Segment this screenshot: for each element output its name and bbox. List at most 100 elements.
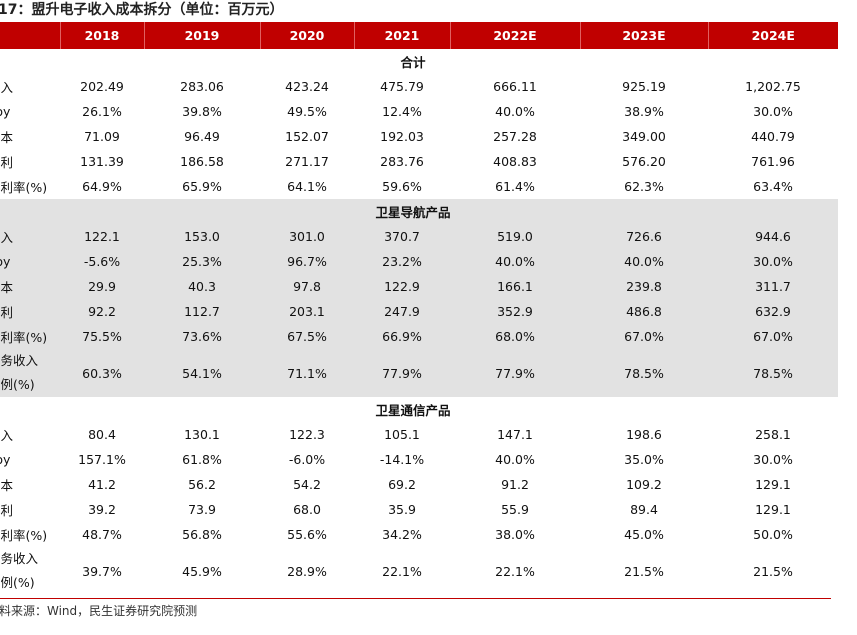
table-cell: 75.5% [60,324,144,349]
table-cell: 186.58 [180,154,224,169]
column-header: 2023E [580,22,709,49]
table-cell: 56.2 [188,477,216,492]
table-cell: 198.6 [626,427,662,442]
table-cell: 944.6 [708,224,838,249]
table-cell: 59.6% [382,179,422,194]
table-cell: 29.9 [60,274,144,299]
table-cell: 105.1 [384,427,420,442]
table-cell: 45.9% [182,563,222,579]
table-row: 毛利 131.39 186.58 271.17 283.76 408.83 576.20 76… [0,149,838,174]
table-row: 成本 71.09 96.49 152.07 192.03 257.28 349.00 440.… [0,124,838,149]
table-cell: 301.0 [260,224,354,249]
row-label: yoy [0,452,11,467]
table-cell: 153.0 [144,224,260,249]
table-cell: 34.2% [382,527,422,542]
table-cell: 166.1 [450,274,580,299]
table-cell: 239.8 [580,274,708,299]
table-cell: 73.9 [188,502,216,517]
row-label: 成本 [0,478,14,493]
table-cell: 61.4% [495,179,535,194]
table-cell: 89.4 [630,502,658,517]
table-cell: 65.9% [182,179,222,194]
row-label-line2: 比例(%) [0,377,35,392]
table-row: 收入 202.49 283.06 423.24 475.79 666.11 925.19 1,… [0,74,838,99]
table-cell: 147.1 [497,427,533,442]
table-cell: 40.0% [495,452,535,467]
table-cell: 408.83 [493,154,537,169]
row-label: 毛利 [0,299,60,324]
table-cell: 35.0% [624,452,664,467]
table-row: yoy 26.1% 39.8% 49.5% 12.4% 40.0% 38.9% 30.0% [0,99,838,124]
table-title: 表17：盟升电子收入成本拆分（单位：百万元） [0,2,284,18]
section-total: 合计收入 202.49 283.06 423.24 475.79 666.11 925.19… [0,49,838,199]
row-label-line1: 业务收入 [0,551,39,566]
table-cell: 576.20 [622,154,666,169]
row-label: 毛利 [0,503,14,518]
table-cell: 12.4% [382,104,422,119]
table-cell: 96.49 [184,129,220,144]
table-cell: 283.76 [380,154,424,169]
table-cell: 283.06 [180,79,224,94]
section-header-row: 卫星通信产品 [0,397,838,422]
table-cell: 35.9 [388,502,416,517]
table-cell: 666.11 [493,79,537,94]
table-cell: 925.19 [622,79,666,94]
table-cell: 56.8% [182,527,222,542]
column-header: 2020 [260,22,355,49]
table-cell: 71.09 [84,129,120,144]
table-cell: 64.9% [82,179,122,194]
table-cell: 67.5% [260,324,354,349]
table-cell: 38.0% [495,527,535,542]
table-cell: 129.1 [755,502,791,517]
section-header-row: 卫星导航产品 [0,199,838,224]
table-cell: 39.8% [182,104,222,119]
table-cell: 96.7% [260,249,354,274]
table-row: 收入 80.4 130.1 122.3 105.1 147.1 198.6 258.1 [0,422,838,447]
row-label: 毛利率(%) [0,180,48,195]
row-label: 业务收入比例(%) [0,547,60,595]
table-cell: 67.0% [708,324,838,349]
table-row: 毛利 39.2 73.9 68.0 35.9 55.9 89.4 129.1 [0,497,838,522]
row-label: 业务收入比例(%) [0,349,60,397]
table-cell: 77.9% [450,349,580,397]
column-header: 2024E [708,22,838,49]
table-cell: 370.7 [354,224,450,249]
table-cell: 761.96 [751,154,795,169]
table-row: 成本 41.2 56.2 54.2 69.2 91.2 109.2 129.1 [0,472,838,497]
table-cell: 352.9 [450,299,580,324]
table-cell: 349.00 [622,129,666,144]
table-cell: 519.0 [450,224,580,249]
section-title: 卫星通信产品 [375,403,451,418]
table-cell: 486.8 [580,299,708,324]
section-title: 卫星导航产品 [0,199,838,224]
table-cell: 726.6 [580,224,708,249]
table-cell: 49.5% [287,104,327,119]
table-cell: 30.0% [753,104,793,119]
financial-table: 2018 2019 2020 2021 2022E 2023E 2024E 合计… [0,22,838,595]
table-cell: 131.39 [80,154,124,169]
table-cell: 202.49 [80,79,124,94]
table-cell: 92.2 [60,299,144,324]
table-cell: 112.7 [144,299,260,324]
table-cell: 40.0% [450,249,580,274]
row-label-line2: 比例(%) [0,575,35,590]
table-cell: 129.1 [755,477,791,492]
table-cell: 71.1% [260,349,354,397]
table-cell: 271.17 [285,154,329,169]
table-cell: 68.0% [450,324,580,349]
table-cell: 423.24 [285,79,329,94]
table-cell: 60.3% [60,349,144,397]
column-header: 2019 [144,22,261,49]
column-header: 2021 [354,22,451,49]
table-row: yoy 157.1% 61.8% -6.0% -14.1% 40.0% 35.0% 30.0% [0,447,838,472]
table-cell: 28.9% [287,563,327,579]
table-cell: 247.9 [354,299,450,324]
table-cell: 258.1 [755,427,791,442]
row-label: 毛利 [0,155,14,170]
table-cell: 69.2 [388,477,416,492]
table-cell: 122.3 [289,427,325,442]
table-cell: 40.0% [580,249,708,274]
source-note: 资料来源：Wind，民生证券研究院预测 [0,604,198,618]
row-label: 毛利率(%) [0,324,60,349]
